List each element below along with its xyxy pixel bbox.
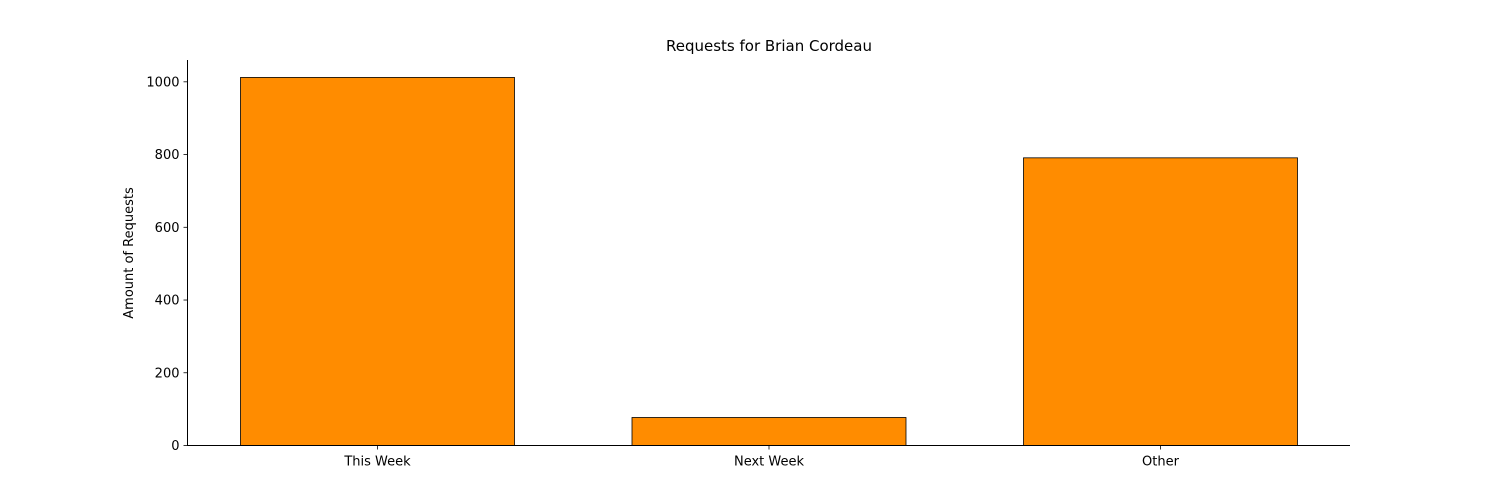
chart-title: Requests for Brian Cordeau	[666, 37, 872, 55]
y-tick-label: 0	[171, 439, 179, 454]
x-tick-label: Other	[1142, 455, 1180, 470]
x-ticks: This Week Next Week Other	[343, 445, 1180, 470]
y-tick-label: 1000	[146, 75, 179, 90]
y-ticks: 0 200 400 600 800 1000	[146, 75, 188, 454]
y-tick-label: 400	[155, 294, 180, 309]
x-tick-label: This Week	[343, 455, 411, 470]
bars-layer	[240, 77, 1298, 446]
y-tick-label: 200	[155, 366, 180, 381]
y-axis-label: Amount of Requests	[122, 187, 137, 319]
y-tick-label: 800	[155, 148, 180, 163]
bar-next-week	[631, 417, 907, 446]
bar-this-week	[240, 77, 515, 446]
x-tick-label: Next Week	[734, 455, 805, 470]
bar-other	[1023, 157, 1298, 446]
y-tick-label: 600	[155, 221, 180, 236]
